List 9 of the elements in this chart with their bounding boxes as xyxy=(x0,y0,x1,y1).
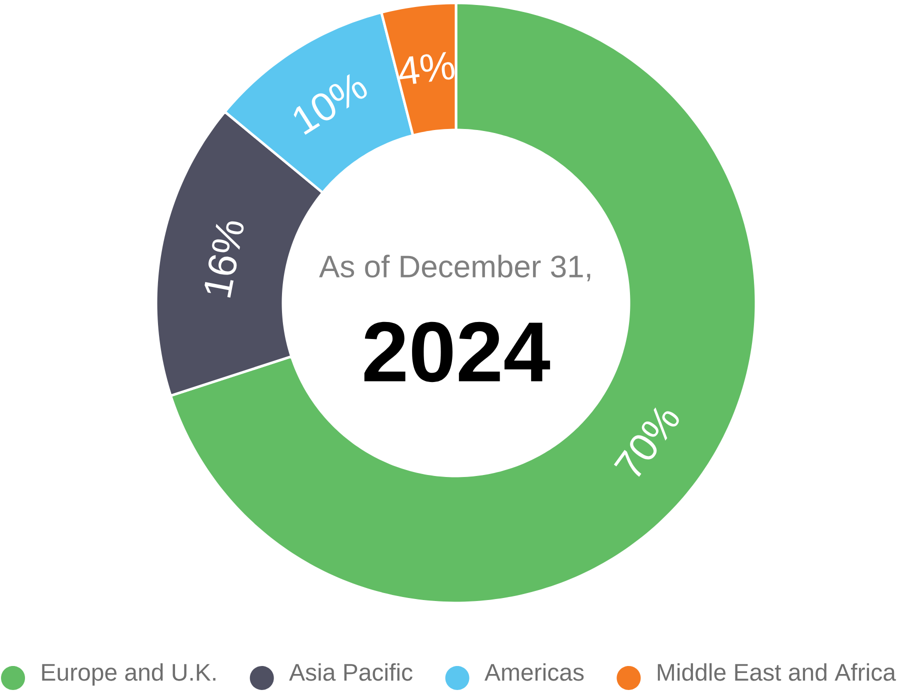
legend-label: Europe and U.K. xyxy=(42,663,216,686)
data-label: 4% xyxy=(399,52,454,84)
data-label: 10% xyxy=(294,74,367,135)
legend-label: Americas xyxy=(484,663,584,681)
data-label: 16% xyxy=(204,221,244,298)
legend-label: Asia Pacific xyxy=(289,663,412,681)
text: As of December 31, xyxy=(319,254,590,282)
legend-label: Middle East and Africa xyxy=(658,663,896,681)
text: 2024 xyxy=(364,322,550,382)
